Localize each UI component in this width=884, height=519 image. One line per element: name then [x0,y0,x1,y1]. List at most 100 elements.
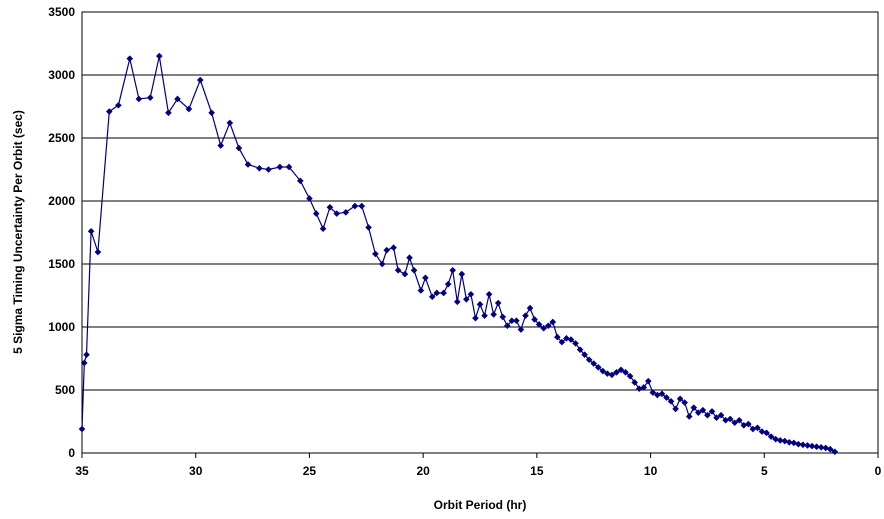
data-point [297,177,304,185]
data-point [326,204,334,211]
data-point [786,438,793,446]
data-point [808,442,816,450]
data-point [390,244,397,251]
data-point [544,322,552,330]
data-point [695,409,702,416]
data-point [531,316,538,323]
data-point [422,274,429,282]
x-tick-label: 35 [75,464,89,478]
x-tick-label: 0 [875,464,882,478]
data-point [244,161,252,168]
y-tick-label: 3500 [48,5,75,19]
data-point [476,301,484,308]
x-axis-title: Orbit Period (hr) [434,498,527,512]
data-point [644,377,652,385]
data-point [594,364,602,371]
data-point [410,267,418,274]
data-point [503,322,511,330]
data-point [208,109,215,117]
data-point [549,318,557,326]
data-point [333,210,341,217]
data-point [156,52,163,60]
data-point [558,338,566,346]
y-tick-label: 1000 [48,320,75,334]
data-point [826,445,834,453]
data-point [617,366,625,374]
data-point [735,416,743,424]
data-point [513,317,520,324]
data-point [745,420,752,428]
data-point [472,314,479,322]
x-tick-label: 15 [530,464,544,478]
y-tick-label: 0 [68,446,75,460]
data-point [433,289,441,297]
data-point [285,163,293,171]
data-point [581,351,588,359]
data-point [685,413,693,420]
gridlines [82,74,878,391]
data-point [754,424,761,432]
data-point [699,406,707,414]
data-point [522,312,529,319]
y-axis-title: 5 Sigma Timing Uncertainty Per Orbit (se… [11,110,25,354]
data-point [613,369,620,376]
data-point [458,270,466,278]
data-point [831,448,839,456]
data-point [799,441,807,449]
data-point [631,379,638,386]
data-point [217,142,225,149]
data-point [781,437,789,445]
data-point [126,55,134,62]
data-point [401,270,409,278]
data-point [676,395,684,403]
data-point [649,389,657,396]
data-point [174,95,181,103]
data-point [406,254,413,261]
data-point [776,437,784,444]
data-point [567,336,575,343]
data-point [80,359,88,367]
data-point [535,321,543,328]
data-point [83,351,90,359]
data-point [795,440,802,448]
data-point [817,444,825,451]
data-point [672,405,679,413]
data-point [444,280,452,288]
y-tick-label: 500 [55,383,75,397]
y-tick-label: 1500 [48,257,75,271]
data-point [365,224,372,231]
data-point [319,225,327,233]
data-point [383,246,391,254]
data-point [526,304,534,312]
data-point [256,164,263,172]
data-point [540,324,547,332]
data-point [378,260,386,268]
data-point [342,209,350,216]
data-point [508,317,516,324]
data-point [717,411,725,419]
data-point [105,108,113,115]
data-point [490,311,497,318]
y-tick-label: 3000 [48,68,75,82]
data-point [663,394,670,401]
data-point [667,398,675,405]
data-point [576,346,584,353]
data-point [481,312,488,319]
data-point [135,95,143,103]
data-point [626,372,634,380]
data-point [590,360,598,367]
data-point [115,101,122,109]
data-point [235,144,243,152]
series-markers [78,52,839,456]
data-point [265,166,272,173]
data-point [690,404,698,411]
data-point [485,290,493,298]
x-tick-label: 30 [189,464,203,478]
data-point [822,444,829,452]
x-tick-label: 20 [416,464,430,478]
data-point [713,414,720,422]
plot-area-border [81,11,879,454]
data-point [790,439,798,447]
data-point [87,227,95,235]
data-point [763,429,770,437]
